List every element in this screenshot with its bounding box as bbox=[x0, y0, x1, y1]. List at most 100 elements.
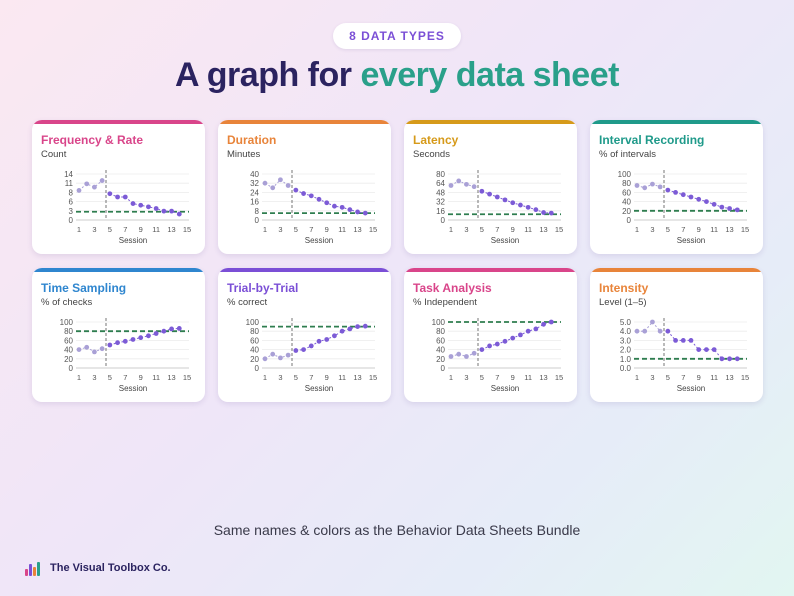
series-line-intervention bbox=[481, 190, 552, 214]
data-point-intervention bbox=[324, 337, 330, 342]
y-tick-label: 60 bbox=[436, 336, 445, 345]
y-tick-label: 20 bbox=[250, 355, 259, 364]
card-accent-bar bbox=[32, 120, 205, 124]
data-point-baseline bbox=[448, 354, 454, 359]
y-tick-label: 0 bbox=[627, 216, 632, 225]
data-point-intervention bbox=[479, 347, 485, 352]
data-point-intervention bbox=[130, 201, 136, 206]
series-line-baseline bbox=[78, 346, 103, 353]
data-point-intervention bbox=[494, 341, 500, 347]
data-point-baseline bbox=[92, 349, 97, 355]
data-point-intervention bbox=[548, 319, 554, 325]
data-point-intervention bbox=[316, 196, 322, 202]
y-tick-label: 24 bbox=[250, 188, 259, 197]
x-tick-label: 7 bbox=[123, 225, 127, 234]
data-point-intervention bbox=[711, 347, 717, 352]
x-tick-label: 9 bbox=[697, 225, 701, 234]
data-point-baseline bbox=[270, 351, 276, 357]
y-tick-label: 2.0 bbox=[620, 346, 632, 355]
card-accent-bar bbox=[218, 120, 391, 124]
series-line-intervention bbox=[295, 189, 366, 214]
y-tick-label: 80 bbox=[436, 327, 445, 336]
data-point-intervention bbox=[502, 197, 508, 203]
data-point-baseline bbox=[84, 344, 90, 350]
data-point-baseline bbox=[642, 328, 648, 334]
x-axis-label: Session bbox=[305, 384, 333, 393]
y-tick-label: 5.0 bbox=[620, 318, 632, 327]
data-point-intervention bbox=[479, 188, 485, 194]
card-accent-bar bbox=[404, 268, 577, 272]
y-tick-label: 1.0 bbox=[620, 355, 632, 364]
x-tick-label: 7 bbox=[495, 225, 499, 234]
data-point-intervention bbox=[673, 190, 678, 195]
footer-note: Same names & colors as the Behavior Data… bbox=[213, 522, 581, 538]
data-point-intervention bbox=[719, 204, 725, 210]
data-point-intervention bbox=[696, 347, 702, 352]
brand: The Visual Toolbox Co. bbox=[25, 560, 171, 576]
data-point-intervention bbox=[308, 193, 314, 199]
data-point-intervention bbox=[711, 201, 717, 207]
title-accent: every data sheet bbox=[360, 56, 619, 94]
chart-title: Trial-by-Trial bbox=[227, 281, 299, 295]
y-tick-label: 20 bbox=[64, 355, 73, 364]
x-tick-label: 9 bbox=[139, 373, 143, 382]
data-point-intervention bbox=[122, 194, 128, 200]
x-tick-label: 15 bbox=[555, 373, 563, 382]
data-point-intervention bbox=[487, 343, 492, 349]
series-line-intervention bbox=[295, 325, 366, 352]
data-point-intervention bbox=[339, 328, 345, 334]
data-point-intervention bbox=[153, 206, 159, 211]
x-tick-label: 11 bbox=[152, 225, 160, 234]
x-tick-label: 13 bbox=[725, 225, 733, 234]
brand-name: The Visual Toolbox Co. bbox=[50, 562, 171, 574]
series-line-intervention bbox=[667, 330, 738, 360]
chart-card-intensity: Intensity Level (1–5) 0.0 1.0 2.0 3.0 4.0 5.0 1 3… bbox=[590, 268, 763, 402]
data-point-intervention bbox=[518, 332, 523, 338]
data-point-baseline bbox=[448, 183, 454, 188]
title-plain: A graph for bbox=[175, 56, 361, 94]
data-point-baseline bbox=[285, 183, 291, 188]
chart-title: Time Sampling bbox=[41, 281, 127, 295]
x-tick-label: 7 bbox=[123, 373, 127, 382]
y-tick-label: 0 bbox=[255, 364, 260, 373]
x-tick-label: 9 bbox=[139, 225, 143, 234]
x-axis-label: Session bbox=[491, 384, 519, 393]
x-tick-label: 13 bbox=[539, 373, 547, 382]
chart-ylabel: Seconds bbox=[413, 149, 450, 160]
data-point-baseline bbox=[464, 354, 469, 359]
y-tick-label: 3.0 bbox=[620, 336, 632, 345]
data-point-baseline bbox=[464, 181, 469, 187]
data-point-intervention bbox=[301, 347, 306, 352]
data-point-baseline bbox=[634, 328, 640, 334]
data-point-intervention bbox=[115, 194, 120, 200]
x-tick-label: 9 bbox=[511, 225, 515, 234]
data-point-baseline bbox=[278, 177, 283, 183]
chart-card-interval-recording: Interval Recording % of intervals 0 20 40 60 8… bbox=[590, 120, 763, 254]
x-tick-label: 1 bbox=[635, 373, 639, 382]
data-point-intervention bbox=[355, 209, 360, 215]
data-point-intervention bbox=[680, 338, 686, 343]
x-tick-label: 15 bbox=[183, 373, 191, 382]
brand-logo-icon bbox=[25, 560, 41, 576]
y-tick-label: 0 bbox=[69, 364, 74, 373]
y-tick-label: 100 bbox=[618, 170, 632, 179]
series-line-baseline bbox=[450, 352, 475, 358]
y-tick-label: 60 bbox=[250, 336, 259, 345]
y-tick-label: 40 bbox=[250, 346, 259, 355]
chart-ylabel: Level (1–5) bbox=[599, 297, 647, 308]
page-title: A graph for every data sheet bbox=[0, 56, 794, 95]
x-tick-label: 9 bbox=[697, 373, 701, 382]
data-point-intervention bbox=[688, 194, 694, 200]
x-tick-label: 11 bbox=[338, 373, 346, 382]
x-tick-label: 5 bbox=[480, 373, 484, 382]
series-line-baseline bbox=[450, 180, 475, 188]
x-tick-label: 3 bbox=[278, 225, 282, 234]
chart-title: Duration bbox=[227, 133, 277, 147]
chart-ylabel: % of intervals bbox=[599, 149, 657, 160]
data-point-baseline bbox=[657, 184, 663, 190]
data-point-intervention bbox=[161, 208, 167, 214]
data-point-intervention bbox=[107, 342, 113, 348]
series-line-intervention bbox=[481, 321, 552, 351]
